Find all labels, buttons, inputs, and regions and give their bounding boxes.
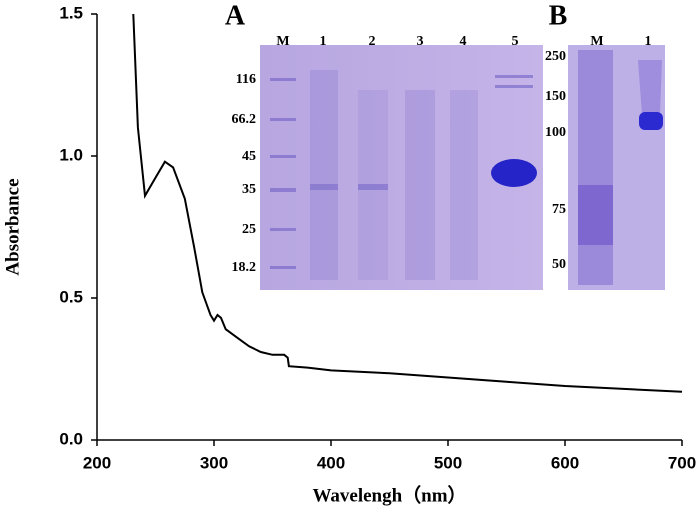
y-tick-label: 1.0 [59, 145, 83, 164]
marker-label: 45 [242, 149, 256, 164]
y-tick-label: 1.5 [59, 3, 83, 22]
lane-label: 3 [417, 34, 424, 49]
panel-label: A [225, 0, 246, 31]
gel-a [260, 45, 543, 290]
lane-label: 5 [512, 34, 519, 49]
x-tick-label: 500 [434, 453, 462, 472]
marker-label: 150 [545, 89, 566, 104]
marker-label: 18.2 [232, 260, 257, 275]
lane-label: 4 [460, 34, 467, 49]
x-tick-label: 400 [317, 453, 345, 472]
x-tick-label: 300 [200, 453, 228, 472]
lane-label: 2 [369, 34, 376, 49]
y-tick-label: 0.5 [59, 287, 83, 306]
lane-label: M [590, 34, 603, 49]
y-axis-label: Absorbance [2, 178, 23, 275]
marker-label: 66.2 [232, 112, 257, 127]
x-tick-label: 200 [83, 453, 111, 472]
marker-label: 25 [242, 222, 256, 237]
spectrum-line [132, 13, 683, 393]
marker-label: 50 [552, 257, 566, 272]
lane-label: M [276, 34, 289, 49]
lane-label: 1 [320, 34, 327, 49]
marker-label: 100 [545, 125, 566, 140]
y-tick-label: 0.0 [59, 429, 83, 448]
gel-b [568, 45, 665, 290]
marker-label: 75 [552, 202, 566, 217]
x-tick-label: 700 [668, 453, 696, 472]
x-axis-label: Wavelengh（nm） [312, 483, 466, 506]
marker-label: 35 [242, 182, 256, 197]
marker-label: 250 [545, 49, 566, 64]
x-tick-label: 600 [551, 453, 579, 472]
lane-label: 1 [645, 34, 652, 49]
panel-label: B [549, 0, 568, 31]
marker-label: 116 [236, 72, 256, 87]
